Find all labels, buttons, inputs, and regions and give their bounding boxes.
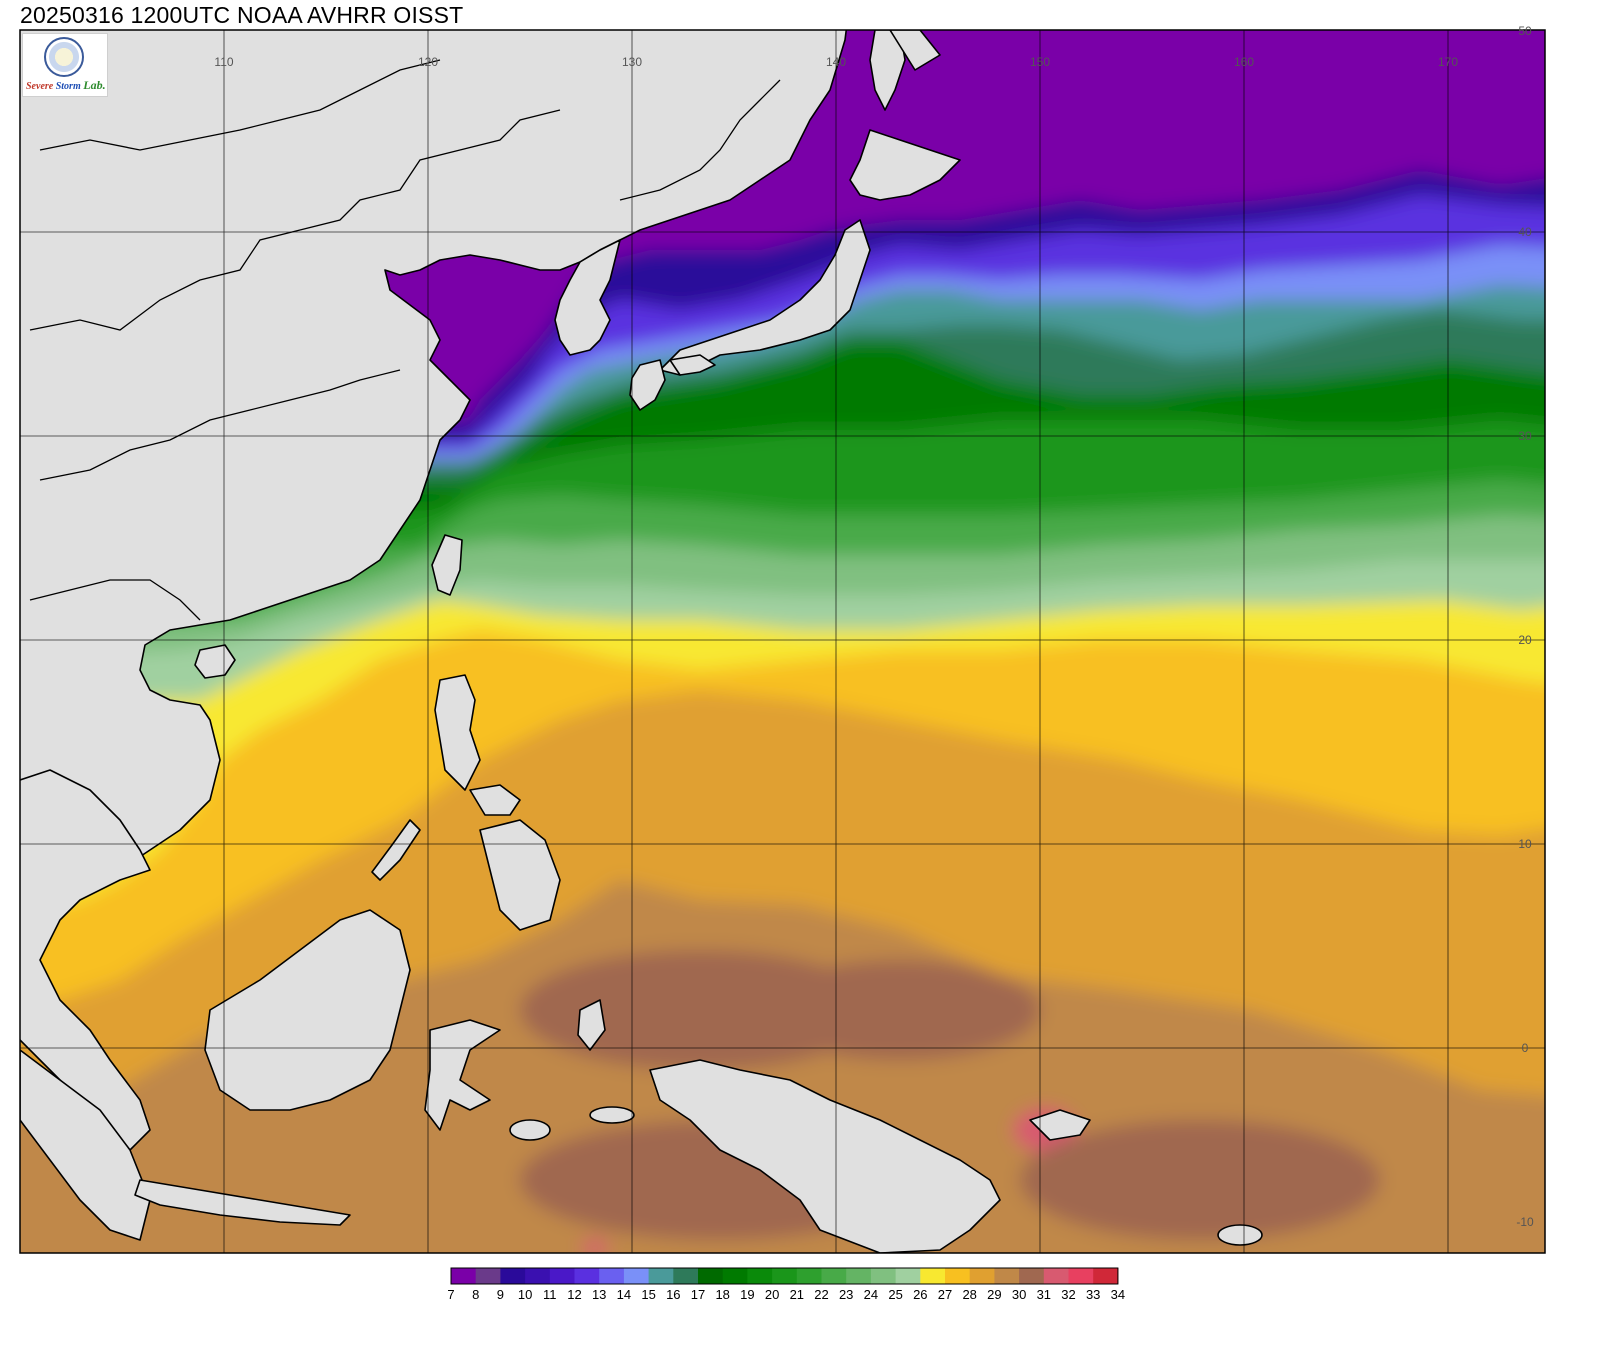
- longitude-labels: 110 120 130 140 150 160 170: [214, 55, 1458, 69]
- lon-label-170: 170: [1438, 55, 1458, 69]
- map-frame: [19, 29, 1546, 1254]
- lat-label-0: 0: [1522, 1041, 1529, 1055]
- lat-label-30: 30: [1518, 429, 1532, 443]
- korea: [554, 239, 621, 356]
- map-title: 20250316 1200UTC NOAA AVHRR OISST: [20, 2, 464, 28]
- halmahera: [577, 999, 606, 1051]
- borneo: [204, 909, 411, 1111]
- asia-mainland: [20, 30, 848, 881]
- lat-label-50: 50: [1518, 24, 1532, 38]
- java: [134, 1179, 351, 1226]
- palawan: [371, 819, 421, 881]
- borders: [29, 59, 781, 621]
- new-guinea: [649, 1059, 1001, 1253]
- sumatra: [20, 1049, 151, 1241]
- lat-label-40: 40: [1518, 225, 1532, 239]
- lat-label-20: 20: [1518, 633, 1532, 647]
- warm-pool-center: [760, 960, 1040, 1060]
- visayas: [469, 784, 521, 816]
- hainan: [194, 644, 236, 679]
- lab-logo: Severe Storm Lab.: [22, 33, 108, 97]
- lon-label-110: 110: [214, 55, 233, 69]
- kamchatka-coast: [889, 30, 941, 71]
- lat-label-10: 10: [1518, 837, 1532, 851]
- lon-label-130: 130: [622, 55, 642, 69]
- hokkaido: [849, 129, 961, 201]
- logo-word-storm: Storm: [55, 81, 81, 92]
- warm-pool-southeast: [1020, 1120, 1380, 1240]
- sulawesi: [424, 1019, 501, 1131]
- lon-label-140: 140: [826, 55, 846, 69]
- lon-label-160: 160: [1234, 55, 1254, 69]
- logo-wordmark: Severe Storm Lab.: [26, 78, 106, 93]
- lon-label-150: 150: [1030, 55, 1050, 69]
- luzon: [434, 674, 481, 791]
- new-britain: [1029, 1109, 1091, 1141]
- logo-word-lab: Lab.: [83, 78, 106, 92]
- land: [20, 30, 1263, 1253]
- lat-label--10: -10: [1516, 1215, 1534, 1229]
- latitude-labels: -10 0 10 20 30 40 50: [1516, 24, 1534, 1229]
- seal-icon: [44, 37, 84, 77]
- taiwan: [431, 534, 463, 596]
- solomon-islands: [1217, 1224, 1263, 1246]
- logo-word-severe: Severe: [26, 81, 54, 92]
- buru: [509, 1119, 551, 1141]
- shikoku: [669, 354, 716, 376]
- warm-pocket-south: [581, 1240, 609, 1253]
- graticule: [20, 30, 1545, 1253]
- seram: [589, 1106, 635, 1124]
- lon-label-120: 120: [418, 55, 438, 69]
- mindanao: [479, 819, 561, 931]
